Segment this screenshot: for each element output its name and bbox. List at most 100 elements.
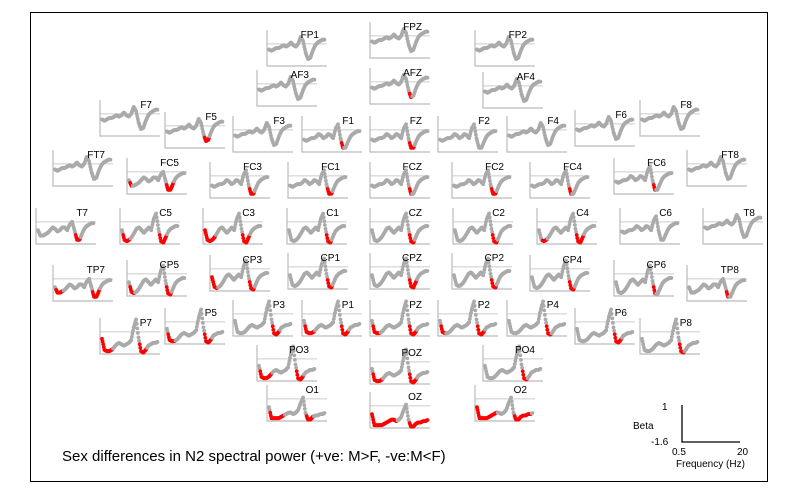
data-point [267,304,272,308]
data-point [406,226,411,231]
significant-point [241,236,246,241]
data-point [610,316,615,321]
data-point [404,211,408,216]
channel-label: FT7 [87,150,105,161]
significant-point [138,345,143,350]
data-point [486,168,490,173]
channel-plot-po3: PO3 [256,344,317,382]
data-point [336,125,341,130]
significant-point [408,327,413,332]
channel-label: CP1 [321,253,341,264]
data-point [585,271,590,275]
data-point [136,335,141,340]
data-point [286,362,291,366]
axes [529,162,590,199]
data-point [220,119,225,124]
axes [287,162,348,199]
channel-label: CP6 [647,260,667,271]
data-point [574,230,578,234]
data-point [322,219,327,224]
channel-plot-cp3: CP3 [209,255,270,292]
data-point [425,322,430,326]
data-point [269,313,273,317]
channel-plot-ft8: FT8 [686,150,747,187]
data-point [649,171,654,176]
data-point [265,175,270,180]
channel-plot-fc4: FC4 [529,162,590,199]
data-point [404,125,409,130]
axes [202,208,263,245]
significant-point [326,281,331,285]
channel-plot-fc6: FC6 [613,158,674,195]
data-point [489,275,493,279]
axes [506,300,567,337]
data-point [322,260,327,265]
data-point [200,316,205,321]
channel-plot-f7: F7 [99,100,160,137]
channel-plot-fcz: FCZ [369,162,430,199]
data-point [258,224,263,228]
channel-plot-c2: C2 [452,208,513,245]
axes [126,260,187,297]
data-point [486,171,491,176]
channel-plot-c3: C3 [202,208,263,245]
data-point [201,321,205,325]
data-point [404,256,408,261]
significant-point [325,278,330,282]
data-point [324,268,328,272]
channel-plot-afz: AFZ [369,68,430,105]
data-point [357,129,362,134]
channel-plot-fpz: FPZ [369,22,430,59]
data-point [333,310,337,315]
data-point [312,77,317,82]
data-point [293,362,298,367]
data-point [324,178,328,183]
data-point [338,132,342,137]
axes [35,208,96,245]
channel-plot-f4: F4 [506,116,567,153]
data-point [656,224,660,229]
data-point [267,299,271,304]
significant-point [490,233,495,237]
significant-point [165,288,170,292]
channel-label: P5 [205,308,218,319]
data-point [674,322,679,326]
data-point [239,226,244,231]
data-point [473,129,478,134]
significant-point [295,372,300,377]
significant-point [476,327,481,332]
data-point [425,269,430,273]
channel-plot-af3: AF3 [256,70,317,107]
channel-label: AF4 [517,72,536,83]
data-point [565,175,570,180]
data-point [291,349,296,353]
axes [164,112,225,149]
data-point [676,331,680,335]
data-point [654,217,659,222]
data-point [675,221,680,226]
data-point [467,320,472,325]
data-point [536,317,541,321]
data-point [609,312,614,316]
data-point [323,264,328,269]
significant-point [407,233,412,237]
data-point [406,313,410,317]
axes [266,30,327,67]
data-point [405,175,410,180]
data-point [338,317,343,322]
axes [287,253,348,290]
data-point [163,275,167,279]
data-point [542,308,547,313]
data-point [472,304,477,308]
channel-plot-pz: PZ [369,299,430,337]
channel-plot-poz: POZ [369,347,430,385]
data-point [331,320,336,325]
axes [369,348,430,385]
data-point [199,312,204,316]
significant-point [612,332,617,337]
data-point [175,224,180,228]
data-point [571,215,576,220]
channel-plot-f5: F5 [164,112,225,149]
data-point [585,175,590,180]
data-point [611,321,615,325]
